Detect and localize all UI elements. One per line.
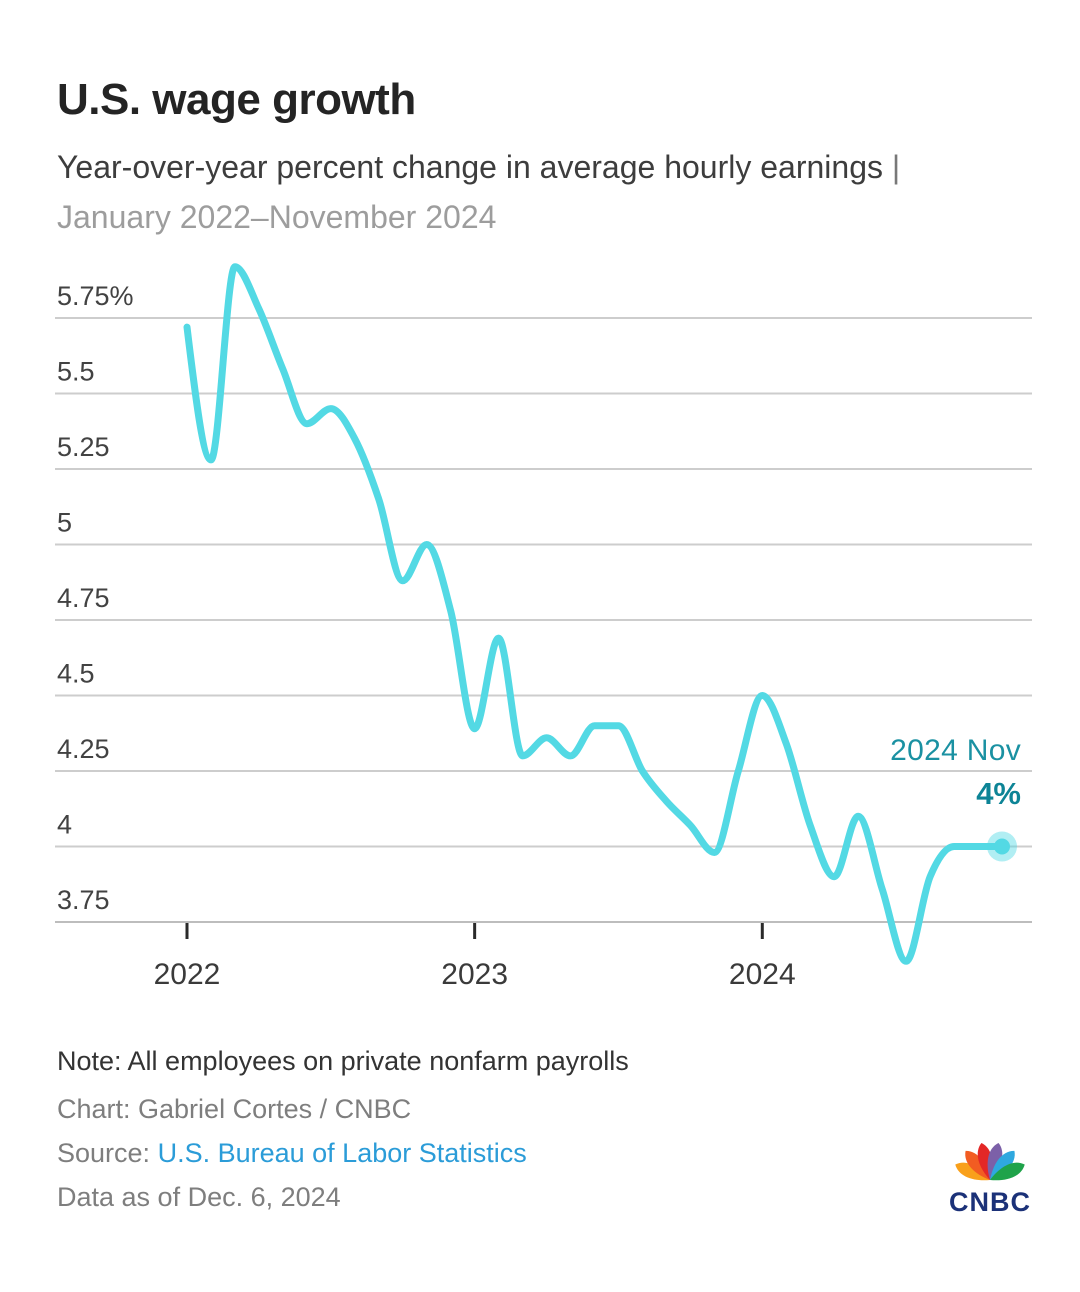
x-axis-label: 2022 — [154, 958, 221, 991]
chart-credit: Chart: Gabriel Cortes / CNBC — [57, 1094, 412, 1124]
page-title: U.S. wage growth — [57, 75, 416, 125]
peacock-feather — [987, 1142, 1003, 1180]
y-axis-label: 5.5 — [57, 357, 95, 387]
y-axis-label: 5.25 — [57, 432, 110, 462]
y-axis-label: 5.75% — [57, 281, 134, 311]
data-as-of: Data as of Dec. 6, 2024 — [57, 1182, 341, 1212]
subtitle-date-range: January 2022–November 2024 — [57, 199, 497, 235]
peacock-feather — [965, 1150, 990, 1180]
chart-footer: Note: All employees on private nonfarm p… — [57, 1046, 629, 1213]
annotation-value: 4% — [976, 776, 1021, 811]
footnote: Note: All employees on private nonfarm p… — [57, 1046, 629, 1076]
cnbc-logo: CNBC — [949, 1142, 1031, 1217]
x-axis-label: 2023 — [441, 958, 508, 991]
y-axis-label: 4 — [57, 810, 72, 840]
x-axis-label: 2024 — [729, 958, 796, 991]
y-axis-label: 5 — [57, 508, 72, 538]
peacock-feather — [990, 1162, 1025, 1181]
wage-line — [183, 263, 1006, 965]
annotation-date: 2024 Nov — [890, 734, 1021, 767]
source-link[interactable]: U.S. Bureau of Labor Statistics — [157, 1138, 527, 1168]
end-annotation: 2024 Nov 4% — [890, 734, 1021, 812]
y-axis-label: 3.75 — [57, 885, 110, 915]
chart-subtitle: Year-over-year percent change in average… — [57, 142, 957, 242]
peacock-icon — [955, 1142, 1025, 1181]
subtitle-separator: | — [891, 149, 901, 185]
end-dot — [994, 838, 1010, 855]
subtitle-description: Year-over-year percent change in average… — [57, 149, 883, 185]
cnbc-wordmark: CNBC — [949, 1187, 1031, 1217]
source-line: Source: U.S. Bureau of Labor Statistics — [57, 1138, 629, 1169]
y-axis-label: 4.25 — [57, 734, 110, 764]
source-label: Source: — [57, 1138, 151, 1168]
y-axis-label: 4.75 — [57, 583, 110, 613]
peacock-feather — [990, 1150, 1015, 1180]
y-axis-label: 4.5 — [57, 659, 95, 689]
